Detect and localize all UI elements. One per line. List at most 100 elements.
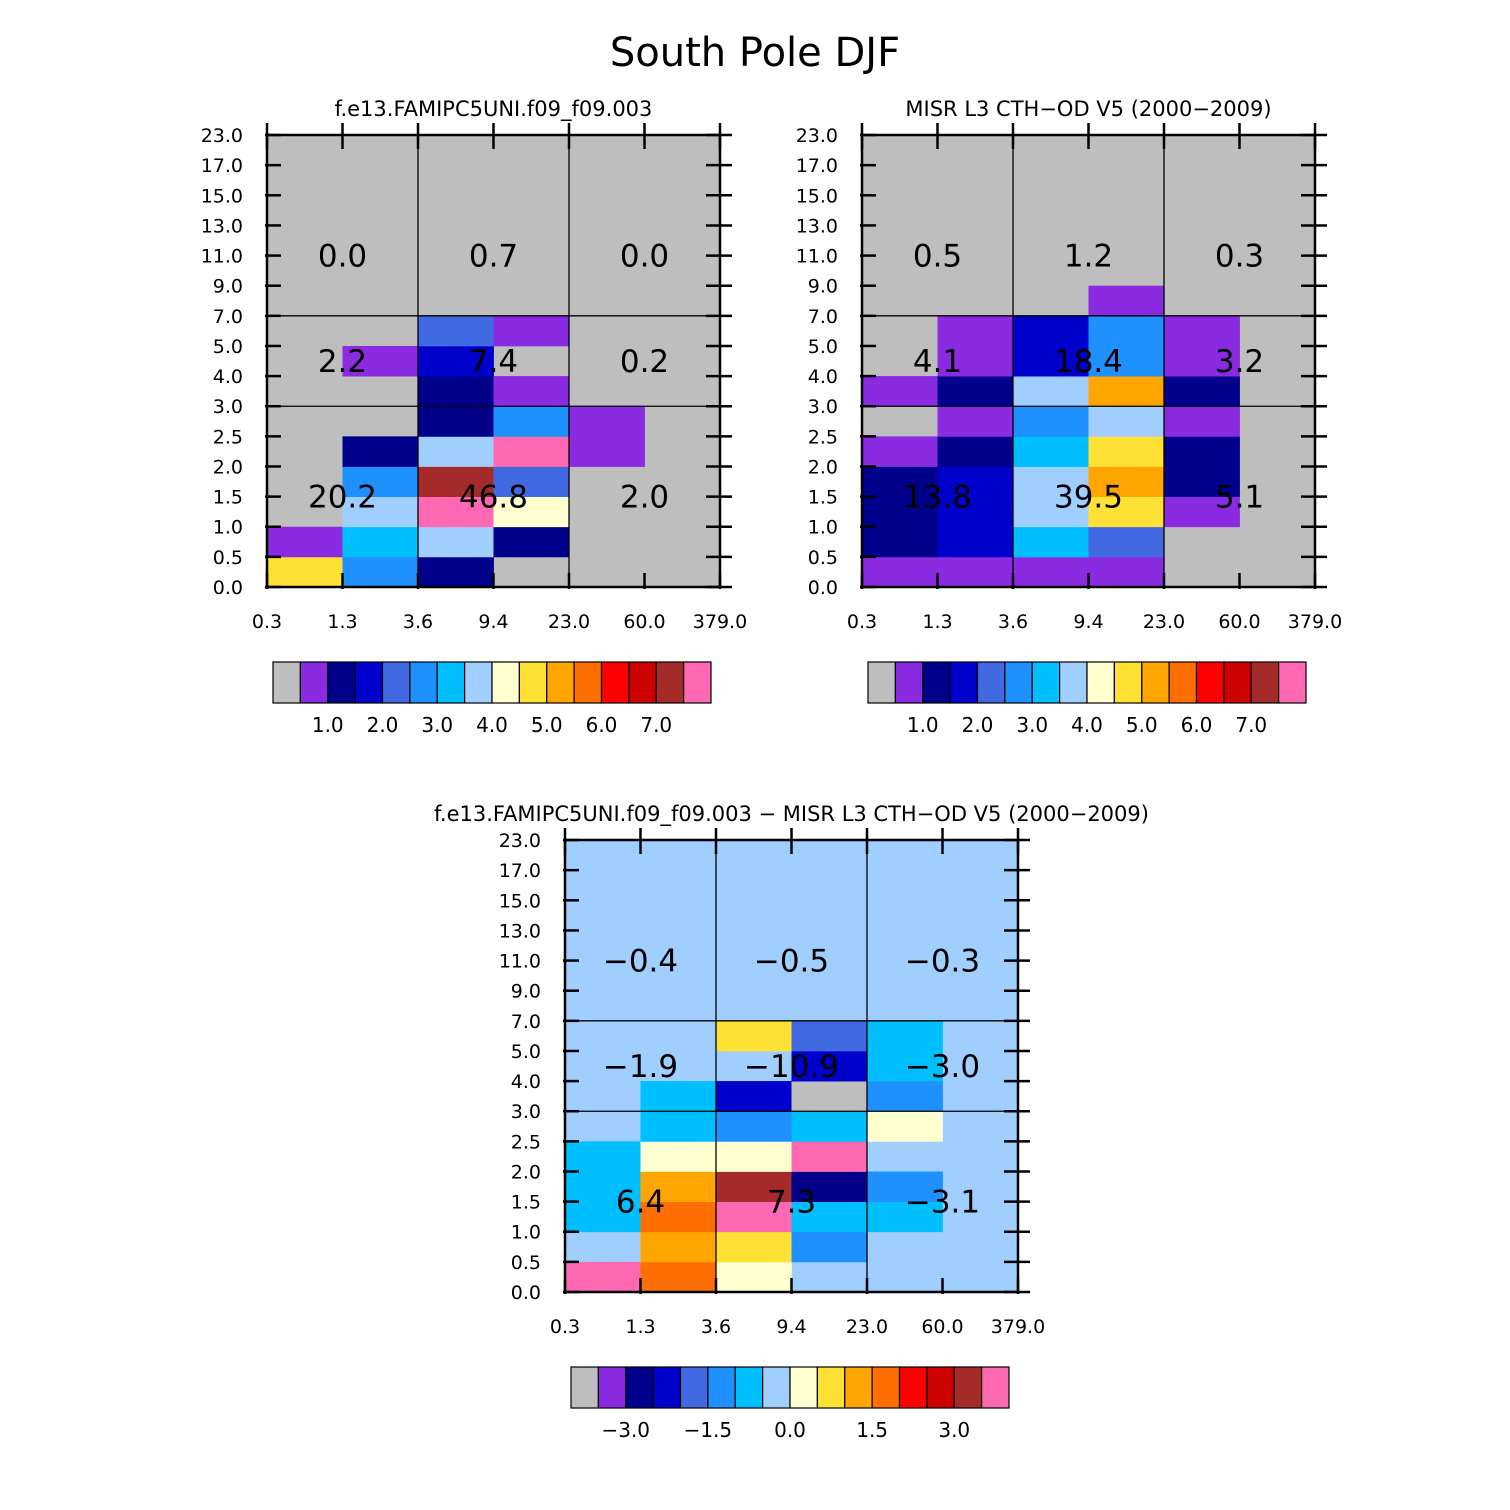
heatmap-cell bbox=[493, 436, 570, 467]
heatmap-cell bbox=[937, 315, 1014, 347]
colorbar-label: −1.5 bbox=[684, 1418, 733, 1442]
x-tick-label: 1.3 bbox=[625, 1316, 655, 1338]
heatmap-cell bbox=[640, 1171, 717, 1203]
heatmap-cell bbox=[1164, 496, 1240, 528]
heatmap-cell bbox=[1088, 315, 1165, 347]
colorbar-swatch bbox=[600, 661, 630, 704]
colorbar-label: 0.0 bbox=[774, 1418, 806, 1442]
colorbar-swatch bbox=[871, 1366, 901, 1409]
y-tick-label: 3.0 bbox=[808, 396, 838, 418]
y-tick-label: 0.5 bbox=[808, 547, 838, 569]
colorbar-swatch bbox=[762, 1366, 791, 1409]
heatmap-cell bbox=[867, 1020, 943, 1052]
heatmap-cell bbox=[565, 1141, 641, 1172]
heatmap-cell bbox=[640, 1111, 717, 1142]
y-tick-label: 4.0 bbox=[511, 1071, 541, 1093]
colorbar-swatch bbox=[734, 1366, 764, 1409]
heatmap-cell bbox=[1164, 436, 1240, 467]
heatmap-cell bbox=[418, 526, 494, 558]
heatmap-cell bbox=[569, 406, 645, 437]
colorbar-swatch bbox=[976, 661, 1006, 704]
box-value: 0.5 bbox=[913, 239, 962, 275]
heatmap-cell bbox=[1013, 376, 1089, 407]
heatmap-cell bbox=[1164, 376, 1240, 407]
box-value: 6.4 bbox=[616, 1185, 665, 1221]
colorbar-swatch bbox=[707, 1366, 736, 1409]
colorbar-swatch bbox=[464, 661, 493, 704]
x-tick-label: 0.3 bbox=[847, 611, 877, 633]
y-tick-label: 0.5 bbox=[511, 1252, 541, 1274]
y-tick-label: 2.0 bbox=[511, 1161, 541, 1183]
y-tick-label: 11.0 bbox=[201, 246, 243, 268]
heatmap-cell bbox=[418, 376, 494, 407]
heatmap-cell bbox=[937, 345, 1014, 377]
colorbar-label: 3.0 bbox=[421, 713, 453, 737]
box-value: 20.2 bbox=[308, 480, 377, 516]
heatmap-cell bbox=[862, 556, 938, 588]
colorbar-swatch bbox=[597, 1366, 627, 1409]
y-tick-label: 15.0 bbox=[796, 185, 838, 207]
y-tick-label: 3.0 bbox=[213, 396, 243, 418]
heatmap-cell bbox=[1164, 315, 1240, 347]
heatmap-cell bbox=[1013, 526, 1089, 558]
colorbar-swatch bbox=[1195, 661, 1225, 704]
heatmap-cell bbox=[1013, 345, 1089, 377]
x-tick-label: 60.0 bbox=[1218, 611, 1260, 633]
panel-title: f.e13.FAMIPC5UNI.f09_f09.003 bbox=[335, 97, 653, 122]
x-tick-label: 3.6 bbox=[701, 1316, 731, 1338]
colorbar-swatch bbox=[949, 661, 979, 704]
heatmap-cell bbox=[791, 1081, 868, 1112]
colorbar-swatch bbox=[922, 661, 951, 704]
heatmap-cell bbox=[1013, 406, 1089, 437]
box-value: 0.0 bbox=[620, 239, 669, 275]
colorbar-label: 5.0 bbox=[531, 713, 563, 737]
heatmap-cell bbox=[342, 496, 419, 528]
colorbar-label: 2.0 bbox=[962, 713, 994, 737]
y-tick-label: 4.0 bbox=[808, 366, 838, 388]
heatmap-cell bbox=[342, 345, 419, 377]
heatmap-cell bbox=[640, 1201, 717, 1233]
colorbar-swatch bbox=[953, 1366, 983, 1409]
heatmap-cell bbox=[640, 1261, 717, 1293]
box-value: 0.7 bbox=[469, 239, 518, 275]
box-value: 0.3 bbox=[1215, 239, 1264, 275]
heatmap-cell bbox=[791, 1111, 868, 1142]
box-value: 1.2 bbox=[1064, 239, 1113, 275]
box-value: −10.9 bbox=[744, 1049, 839, 1085]
y-tick-label: 1.5 bbox=[511, 1192, 541, 1214]
colorbar-swatch bbox=[518, 661, 548, 704]
colorbar-swatch bbox=[981, 1366, 1010, 1409]
heatmap-cell bbox=[569, 436, 645, 467]
heatmap-cell bbox=[862, 436, 938, 467]
colorbar-swatch bbox=[1113, 661, 1143, 704]
panel-2: MISR L3 CTH−OD V5 (2000−2009) 13.8 39.5 5.1… bbox=[796, 97, 1343, 737]
colorbar-label: 6.0 bbox=[586, 713, 618, 737]
colorbar-swatch bbox=[573, 661, 603, 704]
heatmap-cell bbox=[862, 376, 938, 407]
colorbar-swatch bbox=[867, 661, 896, 704]
panel-1: f.e13.FAMIPC5UNI.f09_f09.003 20.2 46.8 2.0 2… bbox=[201, 97, 748, 737]
y-tick-label: 23.0 bbox=[201, 125, 243, 147]
heatmap-cell bbox=[1013, 436, 1089, 467]
heatmap-cell bbox=[716, 1020, 792, 1052]
heatmap-cell bbox=[342, 526, 419, 558]
heatmap-cell bbox=[867, 1171, 943, 1203]
y-tick-label: 9.0 bbox=[511, 981, 541, 1003]
colorbar-swatch bbox=[546, 661, 575, 704]
y-tick-label: 7.0 bbox=[213, 306, 243, 328]
colorbar-swatch bbox=[898, 1366, 928, 1409]
y-tick-label: 0.0 bbox=[511, 1282, 541, 1304]
y-tick-label: 17.0 bbox=[796, 155, 838, 177]
heatmap-cell bbox=[267, 556, 343, 588]
box-value: 13.8 bbox=[903, 480, 972, 516]
heatmap-cell bbox=[862, 496, 938, 528]
colorbar-swatch bbox=[1059, 661, 1088, 704]
heatmap-cell bbox=[937, 526, 1014, 558]
heatmap-cell bbox=[267, 526, 343, 558]
colorbar-swatch bbox=[926, 1366, 955, 1409]
y-tick-label: 5.0 bbox=[213, 336, 243, 358]
heatmap-cell bbox=[1013, 315, 1089, 347]
x-tick-label: 23.0 bbox=[1143, 611, 1185, 633]
heatmap-cell bbox=[418, 556, 494, 588]
